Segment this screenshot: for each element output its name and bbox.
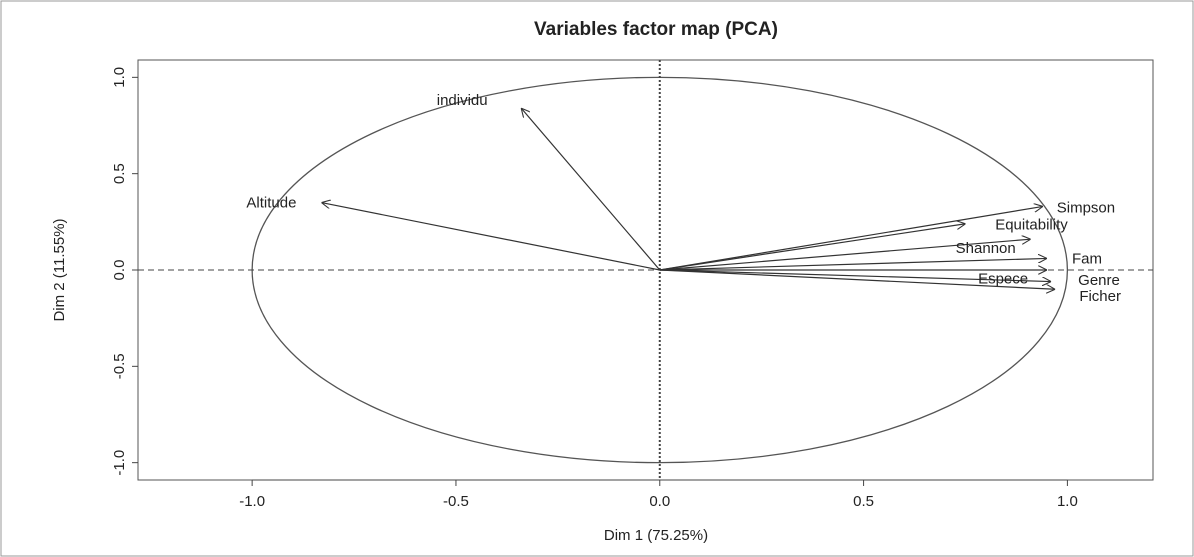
x-tick-label: -1.0 (239, 493, 265, 510)
arrow (659, 206, 1043, 271)
y-tick-label: 0.5 (111, 163, 128, 184)
variable-label: Shannon (956, 240, 1016, 257)
variable-label: Fam (1072, 250, 1102, 267)
arrow (659, 269, 1051, 282)
arrow (521, 108, 661, 271)
y-tick-label: -0.5 (111, 353, 128, 379)
variable-label: Ficher (1079, 288, 1121, 305)
variable-label: Genre (1078, 272, 1120, 289)
chart-title: Variables factor map (PCA) (534, 19, 778, 40)
arrow (659, 269, 1055, 289)
variable-label: individu (437, 92, 488, 109)
arrow (659, 224, 966, 271)
x-tick-label: 0.5 (853, 493, 874, 510)
variable-label: Altitude (246, 195, 296, 212)
variable-label: Espece (978, 271, 1028, 288)
arrow (659, 239, 1031, 271)
x-tick-label: 1.0 (1057, 493, 1078, 510)
x-tick-label: 0.0 (649, 493, 670, 510)
arrow (659, 258, 1047, 271)
variable-label: Simpson (1057, 199, 1115, 216)
x-tick-label: -0.5 (443, 493, 469, 510)
y-tick-label: 0.0 (111, 260, 128, 281)
arrow (321, 203, 660, 271)
x-axis-label: Dim 1 (75.25%) (604, 527, 708, 544)
y-axis-label: Dim 2 (11.55%) (51, 218, 68, 321)
y-tick-label: -1.0 (111, 450, 128, 476)
y-tick-label: 1.0 (111, 67, 128, 88)
variable-label: Equitability (995, 217, 1068, 234)
